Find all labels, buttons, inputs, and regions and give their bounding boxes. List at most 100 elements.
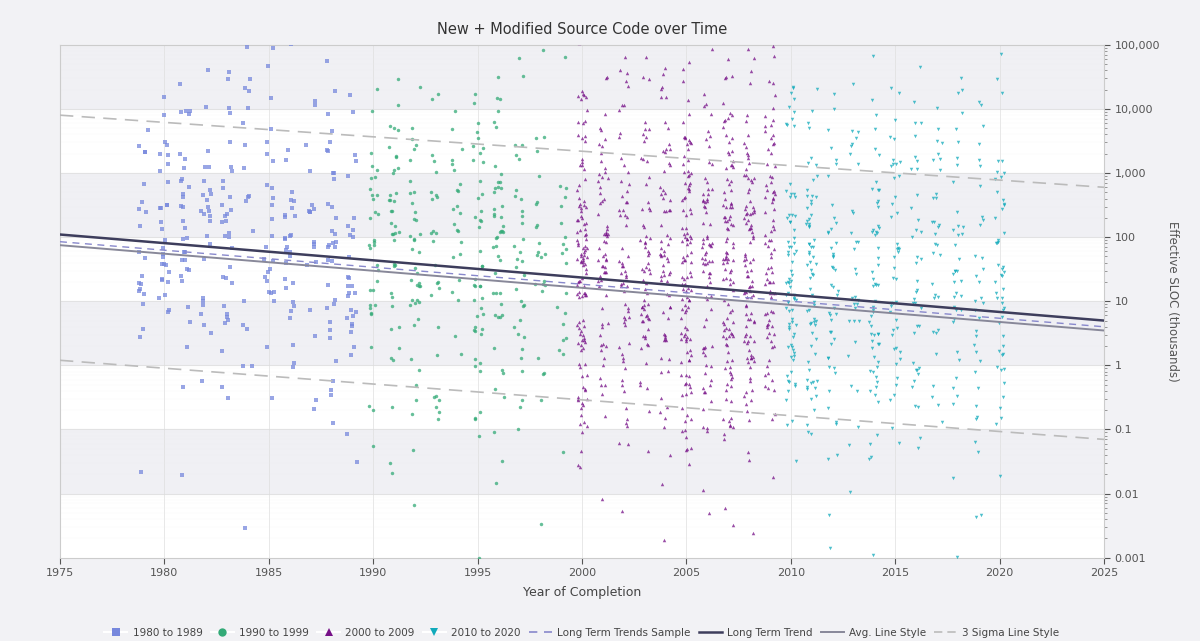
Point [799, 221, 818, 231]
Point [798, 385, 817, 395]
Point [428, 277, 448, 287]
Point [929, 124, 948, 134]
Point [799, 222, 818, 232]
Point [404, 320, 424, 330]
Point [756, 121, 775, 131]
Point [281, 313, 300, 323]
Point [988, 362, 1007, 372]
Point [575, 247, 594, 257]
Point [492, 310, 511, 320]
Point [763, 78, 782, 88]
Point [300, 207, 319, 217]
Point [661, 302, 680, 312]
Point [676, 415, 695, 426]
Point [994, 349, 1013, 359]
Point [654, 260, 673, 270]
Point [672, 196, 691, 206]
Point [995, 168, 1014, 178]
Point [527, 133, 546, 144]
Point [800, 257, 820, 267]
Point [694, 422, 713, 432]
Point [779, 247, 798, 258]
Point [715, 73, 734, 83]
Point [484, 208, 503, 219]
Point [576, 288, 595, 299]
Point [869, 397, 888, 408]
Point [569, 117, 588, 127]
Point [736, 331, 755, 341]
Point [282, 230, 301, 240]
Point [864, 306, 883, 317]
Point [677, 305, 696, 315]
Point [594, 360, 613, 370]
Point [742, 395, 761, 405]
Point [808, 84, 827, 94]
Point [761, 286, 780, 296]
Point [822, 262, 841, 272]
Point [738, 447, 757, 457]
Point [346, 288, 365, 299]
Point [595, 163, 614, 174]
Point [678, 144, 697, 154]
Point [640, 172, 659, 183]
Point [214, 183, 233, 193]
Point [846, 269, 865, 279]
Point [612, 258, 631, 269]
Point [596, 267, 616, 277]
Point [632, 316, 652, 326]
Point [697, 233, 716, 243]
Point [949, 254, 968, 264]
Point [640, 233, 659, 243]
Point [298, 260, 317, 271]
Point [283, 278, 302, 288]
Point [341, 90, 360, 101]
Point [766, 189, 785, 199]
Point [734, 337, 754, 347]
Point [158, 150, 178, 160]
Point [448, 225, 467, 235]
Point [658, 253, 677, 263]
Point [634, 304, 653, 314]
Point [868, 280, 887, 290]
Point [610, 0, 629, 6]
Y-axis label: Effective SLOC (thousands): Effective SLOC (thousands) [1166, 221, 1180, 381]
Point [908, 402, 928, 412]
Point [283, 362, 302, 372]
Point [361, 243, 380, 253]
Point [158, 307, 178, 317]
Point [965, 296, 984, 306]
Point [421, 228, 440, 238]
Point [994, 262, 1013, 272]
Point [222, 278, 241, 288]
Point [943, 225, 962, 235]
Point [490, 288, 509, 299]
Point [911, 62, 930, 72]
Point [714, 296, 733, 306]
Point [133, 299, 152, 309]
Point [716, 129, 736, 140]
Point [325, 229, 344, 239]
Point [590, 188, 610, 198]
Point [677, 223, 696, 233]
Point [863, 281, 882, 292]
Point [238, 192, 257, 203]
Point [738, 153, 757, 163]
Point [677, 432, 696, 442]
Point [655, 166, 674, 176]
Point [742, 223, 761, 233]
Point [929, 400, 948, 410]
Point [660, 158, 679, 168]
Point [611, 176, 630, 187]
Point [338, 291, 358, 301]
Point [824, 334, 844, 344]
Point [362, 106, 382, 117]
Point [576, 92, 595, 103]
Point [598, 228, 617, 238]
Point [702, 44, 721, 54]
Point [637, 231, 656, 241]
Point [404, 500, 424, 510]
Point [695, 387, 714, 397]
Point [737, 299, 756, 310]
Point [676, 192, 695, 203]
Point [306, 96, 325, 106]
